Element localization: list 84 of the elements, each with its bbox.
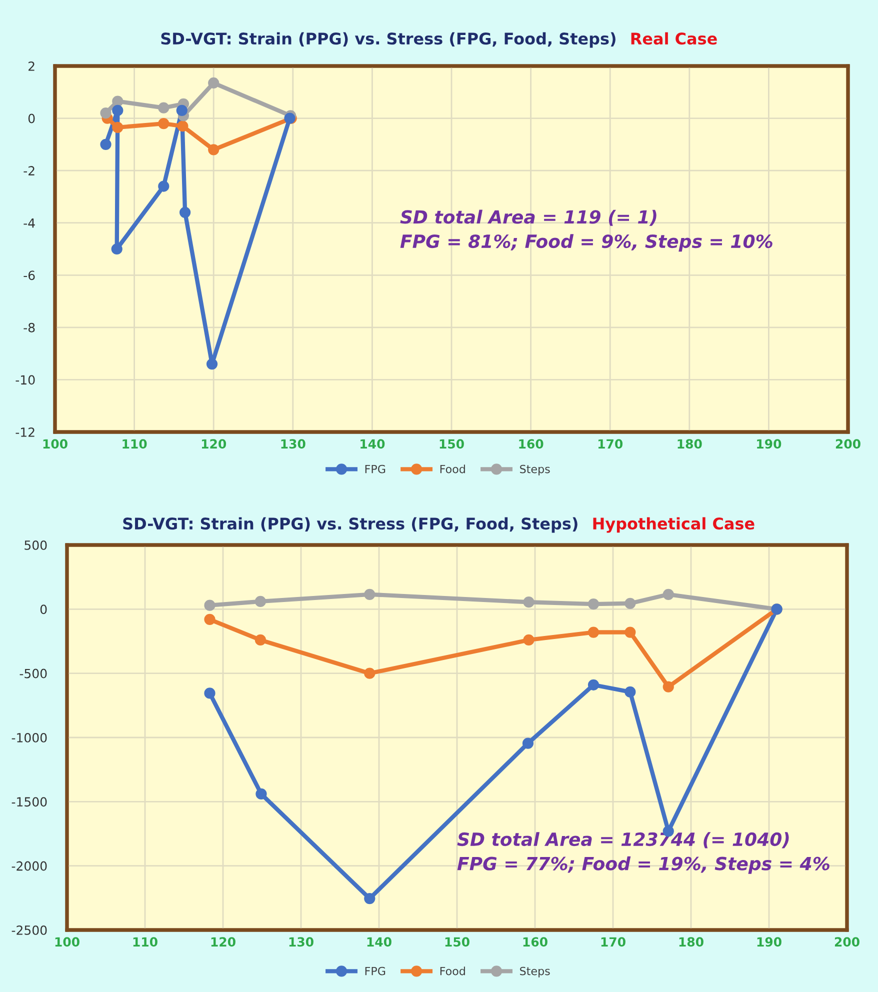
- x-tick-label: 140: [367, 937, 392, 947]
- point: [177, 120, 188, 132]
- point: [100, 138, 112, 150]
- chart-subtitle: Real Case: [631, 32, 717, 45]
- point: [624, 598, 636, 609]
- point: [208, 77, 220, 89]
- point: [204, 600, 216, 611]
- y-tick-label: -1500: [12, 797, 47, 807]
- x-tick-label: 160: [519, 439, 544, 449]
- x-tick-label: 100: [55, 937, 80, 947]
- legend-label: FPG: [365, 464, 386, 474]
- point: [112, 122, 124, 133]
- x-tick-label: 180: [678, 439, 702, 449]
- y-tick-label: -500: [20, 668, 47, 678]
- x-tick-label: 170: [598, 439, 623, 449]
- point: [364, 893, 376, 904]
- x-tick-label: 170: [601, 937, 626, 947]
- x-tick-label: 130: [289, 937, 314, 947]
- y-tick-label: -6: [24, 270, 35, 280]
- legend-label: Food: [440, 966, 465, 976]
- point: [206, 358, 218, 370]
- legend-label: FPG: [365, 966, 386, 976]
- point: [523, 596, 534, 608]
- y-tick-label: -8: [24, 322, 35, 332]
- x-tick-label: 120: [211, 937, 236, 947]
- chart-title: SD-VGT: Strain (PPG) vs. Stress (FPG, Food, Steps): [123, 517, 578, 533]
- point: [588, 626, 600, 638]
- point: [254, 596, 266, 608]
- point: [662, 588, 674, 600]
- point: [158, 102, 170, 114]
- y-tick-label: -2000: [12, 861, 47, 871]
- legend-label: Food: [440, 464, 465, 474]
- point: [204, 688, 216, 699]
- x-tick-label: 200: [834, 937, 860, 947]
- x-tick-label: 200: [836, 439, 860, 449]
- point: [100, 108, 112, 119]
- x-tick-label: 110: [122, 439, 147, 449]
- x-tick-label: 120: [202, 439, 226, 449]
- point: [179, 206, 191, 218]
- point: [176, 104, 188, 116]
- point: [256, 788, 267, 800]
- x-tick-label: 150: [445, 937, 470, 947]
- x-tick-label: 140: [360, 439, 385, 449]
- y-tick-label: -2500: [12, 925, 47, 935]
- x-tick-label: 190: [757, 439, 782, 449]
- y-tick-label: 0: [28, 114, 35, 124]
- y-tick-label: -12: [16, 427, 34, 437]
- point: [112, 96, 124, 107]
- annotation: SD total Area = 123744 (= 1040) FPG = 77%; Food = 19%, Steps = 4%: [457, 832, 830, 874]
- annotation: SD total Area = 119 (= 1) FPG = 81%; Food = 9%, Steps = 10%: [400, 210, 772, 252]
- y-tick-label: 500: [24, 540, 47, 550]
- legend-label: Steps: [520, 464, 550, 476]
- point: [254, 634, 266, 646]
- point: [523, 634, 534, 646]
- y-tick-label: 0: [40, 604, 47, 614]
- point: [158, 118, 170, 130]
- point: [112, 104, 124, 116]
- point: [364, 668, 376, 679]
- y-tick-label: -4: [24, 218, 35, 228]
- x-tick-label: 190: [757, 937, 782, 947]
- point: [204, 614, 216, 625]
- point: [111, 243, 122, 255]
- point: [158, 180, 170, 192]
- chart-title: SD-VGT: Strain (PPG) vs. Stress (FPG, Food, Steps): [161, 32, 616, 48]
- chart-subtitle: Hypothetical Case: [593, 517, 754, 533]
- y-tick-label: 2: [28, 61, 34, 71]
- point: [208, 144, 220, 156]
- y-tick-label: -2: [24, 166, 34, 176]
- y-tick-label: -10: [16, 375, 35, 385]
- y-tick-label: -1000: [12, 732, 47, 742]
- x-tick-label: 150: [440, 439, 464, 449]
- point: [588, 679, 600, 690]
- point: [624, 686, 636, 698]
- x-tick-label: 110: [133, 937, 158, 947]
- point: [588, 598, 600, 610]
- point: [522, 738, 534, 749]
- x-tick-label: 160: [523, 937, 548, 947]
- point: [624, 626, 636, 638]
- point: [662, 681, 674, 692]
- legend-label: Steps: [520, 966, 550, 978]
- x-tick-label: 180: [679, 937, 704, 947]
- x-tick-label: 100: [43, 439, 68, 449]
- point: [364, 588, 376, 600]
- x-tick-label: 130: [281, 439, 306, 449]
